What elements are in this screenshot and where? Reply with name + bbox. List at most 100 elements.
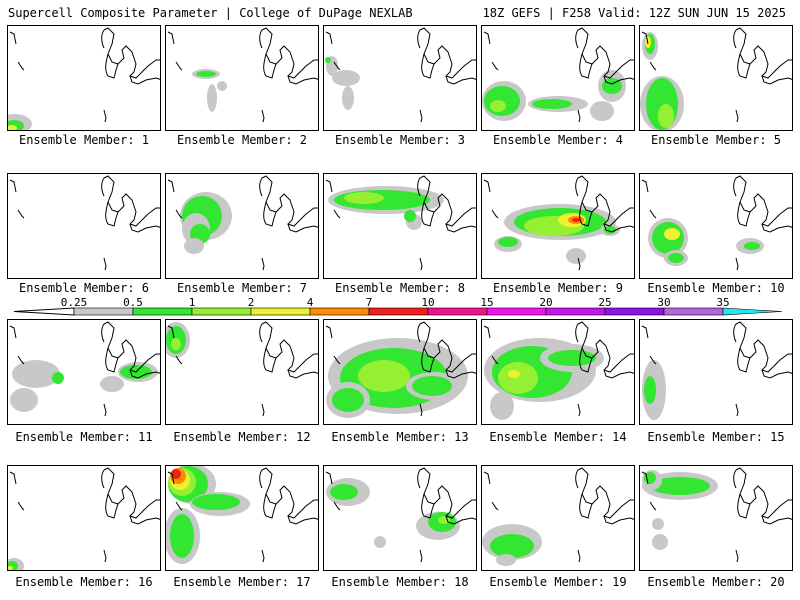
map-canvas [166,321,318,417]
scale-swatch [250,307,311,316]
scale-tick-label: 0.25 [60,296,88,309]
scale-swatch [545,307,606,316]
ensemble-map-17 [165,465,319,571]
scale-tick-label: 10 [421,296,435,309]
scale-low-arrow [13,307,75,316]
scale-tick-label: 0.5 [123,296,143,309]
ensemble-member-label: Ensemble Member: 5 [650,133,782,147]
scp-contour [668,253,684,263]
scp-contour [325,57,331,63]
river-mark [735,403,739,417]
ensemble-map-15 [639,319,793,425]
scale-swatch [604,307,665,316]
river-mark [577,549,581,563]
west-coastline [641,471,657,511]
great-lakes-outline [259,467,318,525]
scale-tick-label: 7 [365,296,373,309]
ensemble-member-label: Ensemble Member: 14 [489,430,627,444]
scp-contour [8,125,17,130]
great-lakes-outline [575,321,634,379]
ensemble-member-label: Ensemble Member: 12 [173,430,311,444]
scp-contour [12,360,60,388]
ensemble-member-label: Ensemble Member: 2 [176,133,308,147]
scp-contour [374,536,386,548]
scp-contour [566,248,586,264]
river-mark [103,403,107,417]
scale-tick-label: 20 [539,296,553,309]
river-mark [261,109,265,123]
scp-contour [496,554,516,566]
great-lakes-outline [101,27,160,85]
west-coastline [9,31,25,71]
west-coastline [483,31,499,71]
west-coastline [483,471,499,511]
valid-time: 18Z GEFS | F258 Valid: 12Z SUN JUN 15 20… [482,6,786,20]
ensemble-member-label: Ensemble Member: 11 [15,430,153,444]
scp-contour [330,484,358,500]
scale-swatch [73,307,134,316]
west-coastline [9,471,25,511]
west-coastline [9,179,25,219]
west-coastline [325,31,341,71]
scale-swatch [368,307,429,316]
ensemble-map-12 [165,319,319,425]
scp-contour [412,376,452,396]
ensemble-map-6 [7,173,161,279]
west-coastline [325,325,341,365]
scp-contour [658,104,674,128]
great-lakes-outline [575,175,634,233]
ensemble-map-4 [481,25,635,131]
map-canvas [483,175,634,271]
scale-swatch [427,307,488,316]
scp-contour [358,360,410,392]
river-mark [735,109,739,123]
scale-swatch [722,307,783,316]
scp-contour [498,362,538,394]
scale-swatch [132,307,193,316]
ensemble-member-label: Ensemble Member: 4 [492,133,624,147]
map-canvas [325,175,476,271]
great-lakes-outline [575,27,634,85]
river-mark [261,257,265,271]
map-canvas [8,27,160,130]
map-canvas [483,321,634,420]
great-lakes-outline [733,175,792,233]
ensemble-member-label: Ensemble Member: 8 [334,281,466,295]
ensemble-member-label: Ensemble Member: 20 [647,575,785,589]
map-canvas [641,321,792,420]
great-lakes-outline [417,321,476,379]
ensemble-map-7 [165,173,319,279]
map-canvas [9,175,160,271]
scp-contour [52,372,64,384]
map-canvas [482,27,634,123]
west-coastline [9,325,25,365]
river-mark [261,549,265,563]
scp-contour [342,86,354,110]
west-coastline [325,179,341,219]
ensemble-member-label: Ensemble Member: 19 [489,575,627,589]
scale-tick-label: 15 [480,296,494,309]
scale-swatch [191,307,252,316]
map-canvas [325,467,476,563]
scp-contour [744,242,760,250]
scp-contour [644,376,656,404]
map-canvas [482,467,634,566]
great-lakes-outline [575,467,634,525]
map-canvas [167,175,318,271]
scp-contour [8,566,13,570]
map-canvas [9,321,160,417]
west-coastline [641,325,657,365]
river-mark [419,549,423,563]
scale-tick-label: 1 [188,296,196,309]
scp-contour [532,99,572,109]
ensemble-map-5 [639,25,793,131]
scp-contour [652,518,664,530]
ensemble-member-label: Ensemble Member: 10 [647,281,785,295]
great-lakes-outline [733,467,792,525]
scale-swatch [486,307,547,316]
great-lakes-outline [417,175,476,233]
scale-tick-label: 30 [657,296,671,309]
scp-contour [196,71,216,77]
scp-contour [490,100,506,112]
ensemble-member-label: Ensemble Member: 6 [18,281,150,295]
